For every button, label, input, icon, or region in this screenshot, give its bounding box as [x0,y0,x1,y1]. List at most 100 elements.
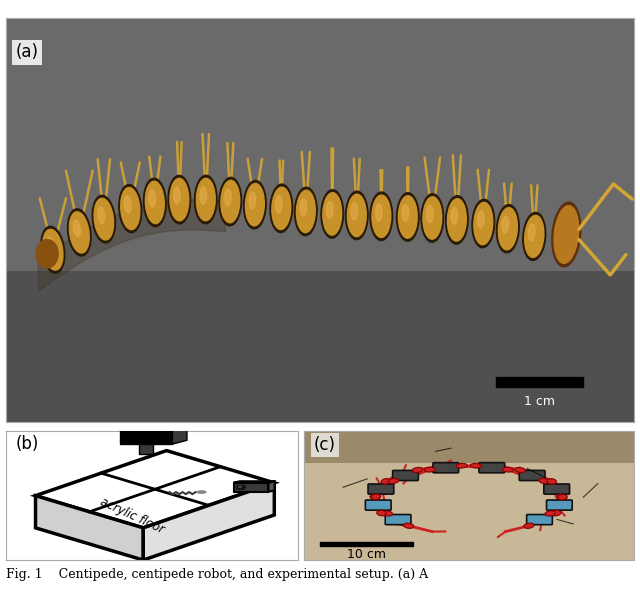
Ellipse shape [149,190,156,207]
Text: 10 cm: 10 cm [347,548,386,561]
Ellipse shape [323,193,342,235]
Ellipse shape [173,187,180,204]
Ellipse shape [382,511,392,516]
Ellipse shape [272,187,291,229]
Ellipse shape [552,510,561,516]
Polygon shape [120,417,187,421]
Ellipse shape [398,196,417,238]
Ellipse shape [515,467,525,473]
Ellipse shape [43,229,63,270]
Ellipse shape [377,510,386,516]
Ellipse shape [69,212,89,253]
FancyBboxPatch shape [479,462,505,473]
Ellipse shape [470,464,481,468]
Ellipse shape [524,523,534,528]
Ellipse shape [300,199,307,216]
Ellipse shape [294,187,317,235]
Ellipse shape [346,191,368,240]
Ellipse shape [529,224,535,241]
Ellipse shape [423,196,442,239]
Ellipse shape [370,192,393,241]
Ellipse shape [73,220,81,237]
FancyBboxPatch shape [433,462,459,473]
Ellipse shape [236,485,246,489]
Ellipse shape [474,202,493,244]
FancyBboxPatch shape [547,500,572,510]
Ellipse shape [371,494,381,500]
Ellipse shape [558,494,567,500]
Ellipse shape [92,195,115,243]
Ellipse shape [456,464,467,468]
Polygon shape [172,417,187,444]
Ellipse shape [404,523,414,528]
Ellipse shape [552,202,581,267]
Ellipse shape [143,179,166,226]
Ellipse shape [239,486,241,488]
Ellipse shape [245,183,264,226]
Ellipse shape [244,180,266,229]
Ellipse shape [219,177,242,226]
Ellipse shape [321,190,344,238]
Ellipse shape [547,479,556,484]
Ellipse shape [94,198,113,240]
Ellipse shape [388,479,399,483]
FancyBboxPatch shape [544,484,570,494]
Ellipse shape [372,195,391,237]
FancyBboxPatch shape [527,515,552,525]
Ellipse shape [502,216,509,233]
Text: (c): (c) [314,436,336,454]
Ellipse shape [371,494,380,500]
Ellipse shape [195,176,217,224]
Ellipse shape [472,199,495,248]
Ellipse shape [497,205,519,253]
Ellipse shape [447,199,467,241]
Ellipse shape [351,203,358,220]
Ellipse shape [225,189,231,206]
Ellipse shape [477,211,484,228]
Ellipse shape [41,226,65,273]
Ellipse shape [296,190,316,232]
Ellipse shape [499,208,517,250]
Bar [321,542,413,546]
Text: (b): (b) [15,435,38,453]
Ellipse shape [197,491,206,493]
Ellipse shape [326,201,333,219]
Ellipse shape [119,184,141,232]
Ellipse shape [397,193,419,241]
Ellipse shape [121,187,140,229]
Ellipse shape [523,213,546,261]
Ellipse shape [275,196,282,213]
Ellipse shape [145,181,164,223]
Bar [304,431,634,464]
Ellipse shape [348,194,366,237]
Ellipse shape [554,205,579,264]
Text: Fig. 1    Centipede, centipede robot, and experimental setup. (a) A: Fig. 1 Centipede, centipede robot, and e… [6,568,429,581]
Ellipse shape [412,467,422,473]
Ellipse shape [168,176,191,224]
FancyBboxPatch shape [365,500,391,510]
Polygon shape [269,481,275,492]
Ellipse shape [539,479,549,483]
Ellipse shape [525,216,544,258]
Bar [6,271,634,422]
Ellipse shape [445,196,468,244]
Bar [139,444,154,455]
Polygon shape [234,483,269,492]
Ellipse shape [376,204,382,220]
Ellipse shape [221,180,240,223]
Ellipse shape [249,192,255,209]
Text: (a): (a) [16,43,39,61]
Ellipse shape [200,187,207,204]
Ellipse shape [67,209,91,256]
Ellipse shape [270,184,292,232]
Text: acrylic floor: acrylic floor [98,495,166,536]
Polygon shape [36,495,143,560]
Ellipse shape [98,207,105,223]
Bar [495,377,584,387]
FancyBboxPatch shape [385,515,411,525]
Ellipse shape [124,196,131,213]
Ellipse shape [426,205,433,222]
Ellipse shape [170,179,189,221]
Ellipse shape [421,193,444,242]
Ellipse shape [424,467,436,472]
